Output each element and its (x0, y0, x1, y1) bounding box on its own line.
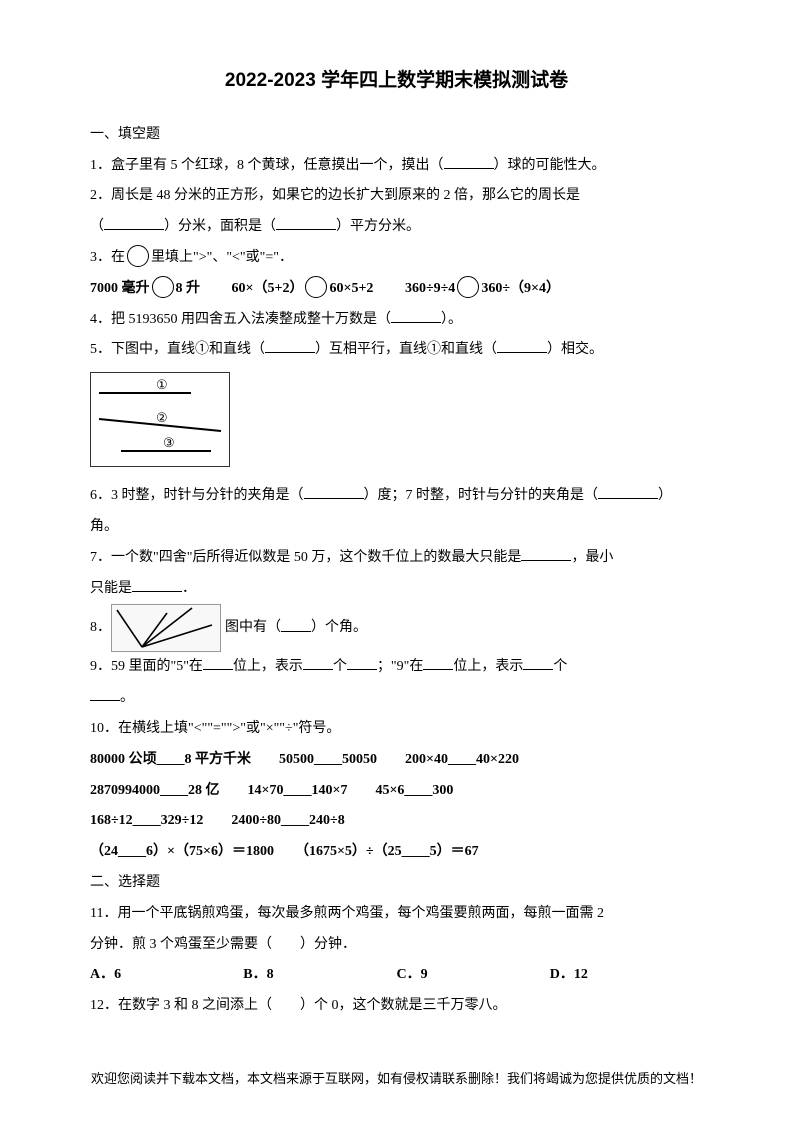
q3-a: 7000 毫升 (90, 281, 150, 296)
question-3-expr: 7000 毫升 8 升 60×（5+2） 60×5+2 360÷9÷4 360÷（9×… (90, 274, 703, 305)
q8-post: ）个角。 (311, 621, 367, 636)
q9-pre: 9．59 里面的"5"在 (90, 659, 203, 674)
q10-line1: 80000 公顷____8 平方千米 50500____50050 200×40… (90, 745, 703, 776)
question-8: 8． 图中有（ ）个角。 (90, 604, 703, 652)
q5-post: ）相交。 (547, 342, 603, 357)
circle-icon (152, 276, 174, 298)
section-2-header: 二、选择题 (90, 868, 703, 899)
q6-pre: 6．3 时整，时针与分针的夹角是（ (90, 488, 304, 503)
q6-mid: ）度；7 时整，时针与分针的夹角是（ (364, 488, 599, 503)
q3-d: 60×5+2 (329, 281, 373, 296)
q8-mid: 图中有（ (225, 621, 281, 636)
q9-e: 个 (553, 659, 567, 674)
q8-blank (281, 618, 311, 632)
opt-b: B．8 (243, 960, 396, 991)
q2-pre: 2．周长是 48 分米的正方形，如果它的边长扩大到原来的 2 倍，那么它的周长是 (90, 188, 580, 203)
question-7-line2: 只能是 ． (90, 574, 703, 605)
q9-dot: 。 (120, 690, 134, 705)
question-10: 10．在横线上填"<""="">"或"×""÷"符号。 (90, 714, 703, 745)
opt-c: C．9 (397, 960, 550, 991)
question-11-l2: 分钟．煎 3 个鸡蛋至少需要（ ）分钟． (90, 930, 703, 961)
q10-line3: 168÷12____329÷12 2400÷80____240÷8 (90, 806, 703, 837)
circle-icon (127, 245, 149, 267)
q10-line4: （24____6）×（75×6）＝1800 （1675×5）÷（25____5）… (90, 837, 703, 868)
q9-a: 位上，表示 (233, 659, 303, 674)
q3-c: 60×（5+2） (232, 281, 304, 296)
angle-diagram (111, 604, 221, 652)
q9-b4 (423, 656, 453, 670)
question-12: 12．在数字 3 和 8 之间添上（ ）个 0，这个数就是三千万零八。 (90, 991, 703, 1022)
q6-blank1 (304, 485, 364, 499)
q5-blank1 (265, 339, 315, 353)
question-11-l1: 11．用一个平底锅煎鸡蛋，每次最多煎两个鸡蛋，每个鸡蛋要煎两面，每煎一面需 2 (90, 899, 703, 930)
q1-post: ）球的可能性大。 (494, 158, 606, 173)
opt-d: D．12 (550, 960, 703, 991)
question-9-line2: 。 (90, 683, 703, 714)
q7-pre: 7．一个数"四舍"后所得近似数是 50 万，这个数千位上的数最大只能是 (90, 550, 521, 565)
q2-blank2 (276, 216, 336, 230)
opt-a: A．6 (90, 960, 243, 991)
q3-pre: 3．在 (90, 250, 125, 265)
q9-d: 位上，表示 (453, 659, 523, 674)
q1-blank (444, 155, 494, 169)
page-footer: 欢迎您阅读并下载本文档，本文档来源于互联网，如有侵权请联系删除！我们将竭诚为您提… (0, 1065, 793, 1094)
q9-b1 (203, 656, 233, 670)
question-1: 1．盒子里有 5 个红球，8 个黄球，任意摸出一个，摸出（ ）球的可能性大。 (90, 151, 703, 182)
question-9: 9．59 里面的"5"在 位上，表示 个 ；"9"在 位上，表示 个 (90, 652, 703, 683)
q5-blank2 (497, 339, 547, 353)
q9-c: ；"9"在 (377, 659, 423, 674)
question-3: 3．在 里填上">"、"<"或"="． (90, 243, 703, 274)
question-11-options: A．6 B．8 C．9 D．12 (90, 960, 703, 991)
q4-post: ）。 (441, 312, 462, 327)
q3-b: 8 升 (176, 281, 201, 296)
q3-post: 里填上">"、"<"或"="． (151, 250, 293, 265)
q5-pre: 5．下图中，直线①和直线（ (90, 342, 265, 357)
question-6-tail: 角。 (90, 512, 703, 543)
q2-c: ）平方分米。 (336, 219, 420, 234)
q3-f: 360÷（9×4） (481, 281, 560, 296)
q9-b6 (90, 687, 120, 701)
q7-l2: 只能是 (90, 581, 132, 596)
q4-pre: 4．把 5193650 用四舍五入法凑整成整十万数是（ (90, 312, 391, 327)
q5-mid: ）互相平行，直线①和直线（ (315, 342, 497, 357)
q9-b2 (303, 656, 333, 670)
question-2-line2: （ ）分米，面积是（ ）平方分米。 (90, 212, 703, 243)
circle-icon (305, 276, 327, 298)
q8-pre: 8． (90, 621, 111, 636)
q4-blank (391, 309, 441, 323)
page-title: 2022-2023 学年四上数学期末模拟测试卷 (90, 60, 703, 102)
question-2: 2．周长是 48 分米的正方形，如果它的边长扩大到原来的 2 倍，那么它的周长是 (90, 181, 703, 212)
parallel-lines-diagram: ① ② ③ (90, 372, 230, 467)
q7-blank1 (521, 547, 571, 561)
q9-b: 个 (333, 659, 347, 674)
q2-blank1 (104, 216, 164, 230)
q7-post: ． (182, 581, 196, 596)
question-5: 5．下图中，直线①和直线（ ）互相平行，直线①和直线（ ）相交。 (90, 335, 703, 366)
question-7: 7．一个数"四舍"后所得近似数是 50 万，这个数千位上的数最大只能是 ，最小 (90, 543, 703, 574)
q9-b3 (347, 656, 377, 670)
circle-icon (457, 276, 479, 298)
q2-b: ）分米，面积是（ (164, 219, 276, 234)
q6-post: ） (658, 488, 672, 503)
q10-line2: 2870994000____28 亿 14×70____140×7 45×6__… (90, 776, 703, 807)
q7-blank2 (132, 578, 182, 592)
line-label-3: ③ (163, 435, 175, 450)
q2-a: （ (90, 219, 104, 234)
line-label-2: ② (156, 410, 168, 425)
q1-pre: 1．盒子里有 5 个红球，8 个黄球，任意摸出一个，摸出（ (90, 158, 444, 173)
section-1-header: 一、填空题 (90, 120, 703, 151)
q9-b5 (523, 656, 553, 670)
q6-blank2 (598, 485, 658, 499)
line-label-1: ① (156, 377, 168, 392)
question-4: 4．把 5193650 用四舍五入法凑整成整十万数是（ ）。 (90, 305, 703, 336)
q3-e: 360÷9÷4 (405, 281, 455, 296)
q7-mid: ，最小 (571, 550, 613, 565)
question-6: 6．3 时整，时针与分针的夹角是（ ）度；7 时整，时针与分针的夹角是（ ） (90, 481, 703, 512)
